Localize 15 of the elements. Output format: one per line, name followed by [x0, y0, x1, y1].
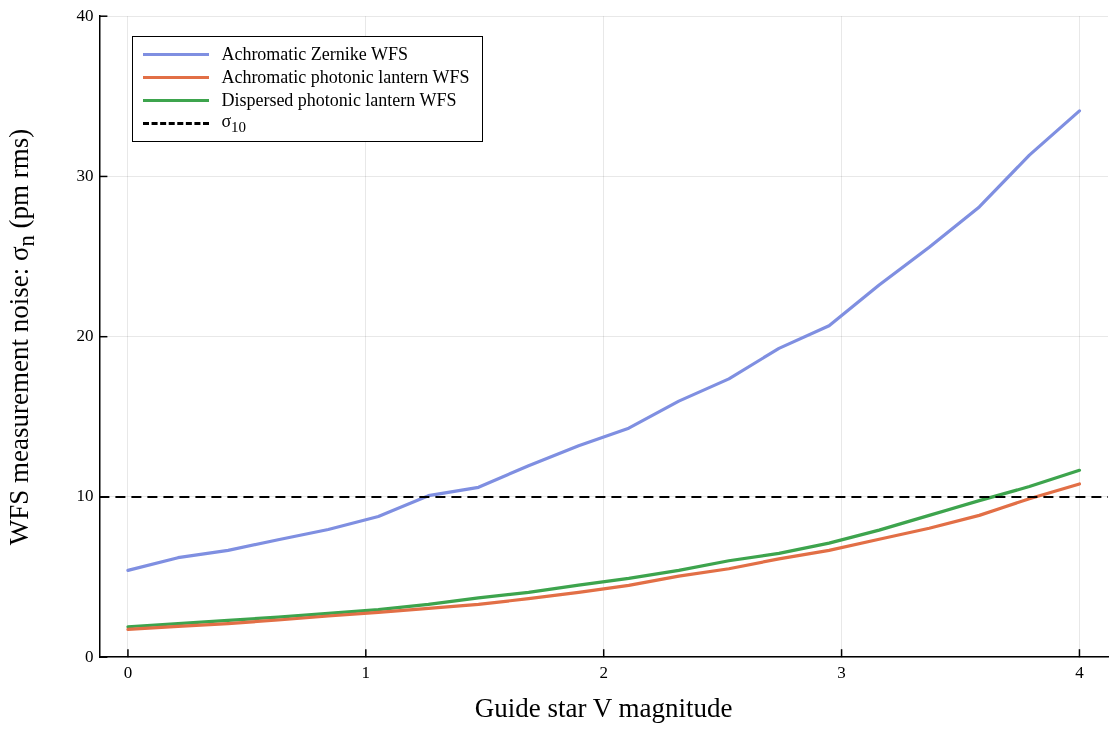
x-tick-label: 0	[123, 662, 133, 682]
x-tick-label: 2	[599, 662, 608, 682]
x-tick-label: 3	[837, 662, 846, 682]
y-tick-label: 10	[76, 486, 94, 506]
x-axis-title: Guide star V magnitude	[474, 692, 733, 723]
x-tick-label: 4	[1075, 662, 1085, 682]
y-tick-label: 30	[76, 165, 94, 185]
y-tick-label: 20	[76, 326, 94, 346]
legend-label: Dispersed photonic lantern WFS	[221, 90, 457, 112]
x-tick-label: 1	[361, 662, 371, 682]
y-tick-label: 40	[76, 5, 94, 25]
legend-label: Achromatic photonic lantern WFS	[221, 67, 470, 89]
y-tick-label: 0	[84, 646, 94, 666]
legend-label: σ$_{10}$	[221, 111, 247, 136]
legend-label: Achromatic Zernike WFS	[221, 44, 409, 66]
